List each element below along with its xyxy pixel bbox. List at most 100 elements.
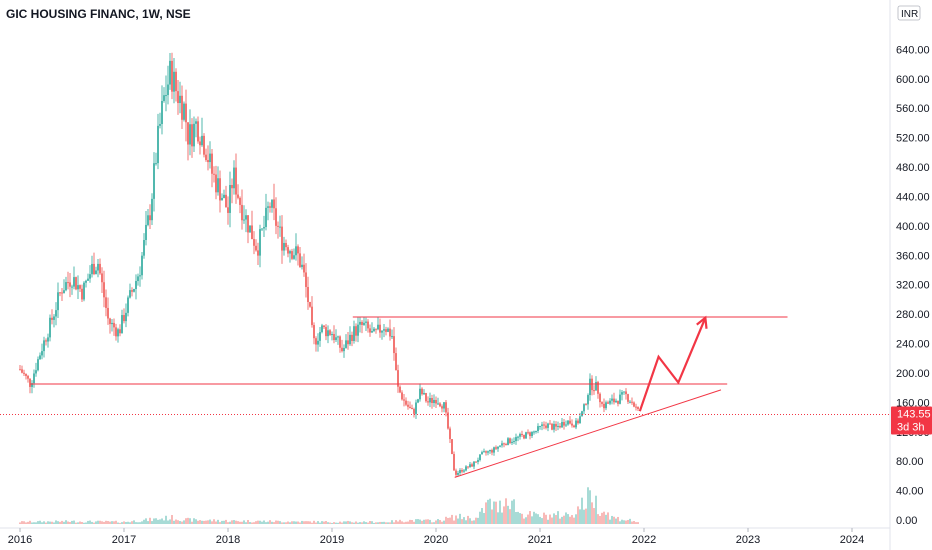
candle-body	[405, 400, 407, 405]
volume-bar	[229, 521, 231, 524]
time-axis[interactable]: 2016 2017 2018 2019 2020 2021 2022 2023 2024	[8, 528, 864, 546]
candle-body	[493, 447, 495, 453]
volume-bar	[415, 519, 417, 524]
volume-bar	[227, 522, 229, 524]
volume-bar	[493, 501, 495, 524]
candle-body	[83, 282, 85, 300]
candle-body	[231, 184, 233, 189]
candle-body	[125, 312, 127, 322]
volume-bar	[253, 522, 255, 524]
drawing-layer[interactable]	[0, 315, 890, 478]
y-tick-label: 560.00	[896, 103, 930, 115]
volume-bar	[115, 520, 117, 524]
volume-bar	[539, 516, 541, 524]
candle-body	[563, 422, 565, 426]
volume-bar	[329, 522, 331, 524]
volume-bar	[365, 522, 367, 524]
candle-body	[593, 390, 595, 392]
candle-body	[439, 403, 441, 407]
candle-body	[101, 273, 103, 283]
volume-bar	[51, 521, 53, 524]
candle-body	[489, 450, 491, 452]
volume-bar	[63, 521, 65, 524]
candle-body	[141, 255, 143, 276]
candle-body	[535, 431, 537, 433]
volume-bar	[205, 520, 207, 524]
candle-body	[269, 206, 271, 208]
volume-bar	[449, 517, 451, 524]
candle-body	[393, 336, 395, 354]
candle-body	[211, 153, 213, 174]
volume-bar	[403, 522, 405, 524]
candle-body	[71, 286, 73, 288]
volume-bar	[237, 521, 239, 524]
volume-bar	[393, 522, 395, 524]
volume-bar	[267, 521, 269, 524]
volume-bar	[389, 522, 391, 524]
volume-bar	[515, 512, 517, 524]
last-price-value: 143.55	[897, 408, 931, 420]
volume-bar	[623, 520, 625, 524]
volume-bar	[437, 519, 439, 524]
candle-body	[235, 167, 237, 195]
projection-arrow-path[interactable]	[638, 317, 707, 412]
candle-body	[407, 404, 409, 407]
candle-body	[571, 423, 573, 426]
candle-body	[363, 322, 365, 325]
candle-body	[35, 370, 37, 374]
candle-body	[127, 297, 129, 313]
candle-body	[587, 395, 589, 405]
candle-body	[625, 391, 627, 395]
volume-bar	[559, 518, 561, 524]
volume-bar	[541, 518, 543, 524]
candle-body	[543, 424, 545, 426]
candle-body	[39, 355, 41, 360]
candle-body	[253, 239, 255, 246]
candle-body	[447, 412, 449, 429]
candle-body	[431, 398, 433, 404]
volume-bar	[537, 514, 539, 524]
y-tick-label: 640.00	[896, 44, 930, 56]
volume-bar	[497, 512, 499, 524]
candle-body	[87, 278, 89, 281]
x-tick-label: 2024	[840, 534, 864, 546]
volume-bar	[601, 512, 603, 524]
candle-body	[517, 436, 519, 438]
volume-bar	[565, 512, 567, 524]
volume-bar	[569, 516, 571, 524]
candle-body	[57, 292, 59, 311]
volume-bar	[289, 522, 291, 524]
candle-body	[279, 226, 281, 228]
volume-bar	[283, 522, 285, 524]
candle-body	[45, 340, 47, 342]
candle-body	[81, 288, 83, 300]
volume-bar	[71, 520, 73, 524]
volume-bar	[77, 522, 79, 524]
volume-bar	[385, 522, 387, 524]
candle-body	[245, 215, 247, 220]
volume-bar	[169, 519, 171, 524]
price-axis-scale[interactable]: 0.0040.0080.00120.00160.00200.00240.0028…	[896, 44, 930, 527]
candle-body	[175, 71, 177, 92]
candle-body	[111, 322, 113, 325]
candle-body	[513, 441, 515, 443]
candle-body	[403, 399, 405, 401]
volume-bar	[425, 519, 427, 524]
y-tick-label: 520.00	[896, 133, 930, 145]
volume-bar	[531, 516, 533, 524]
currency-badge[interactable]: INR	[897, 5, 921, 21]
ascending-trend-line[interactable]	[454, 389, 722, 478]
volume-bar	[165, 515, 167, 524]
x-tick-label: 2016	[8, 534, 32, 546]
candle-body	[617, 400, 619, 404]
y-tick-label: 320.00	[896, 280, 930, 292]
candle-body	[281, 226, 283, 251]
candle-body	[155, 163, 157, 165]
volume-bar	[43, 521, 45, 524]
candle-body	[317, 340, 319, 345]
candle-body	[121, 315, 123, 334]
candle-body	[89, 274, 91, 279]
candle-body	[345, 340, 347, 348]
candle-body	[105, 297, 107, 308]
